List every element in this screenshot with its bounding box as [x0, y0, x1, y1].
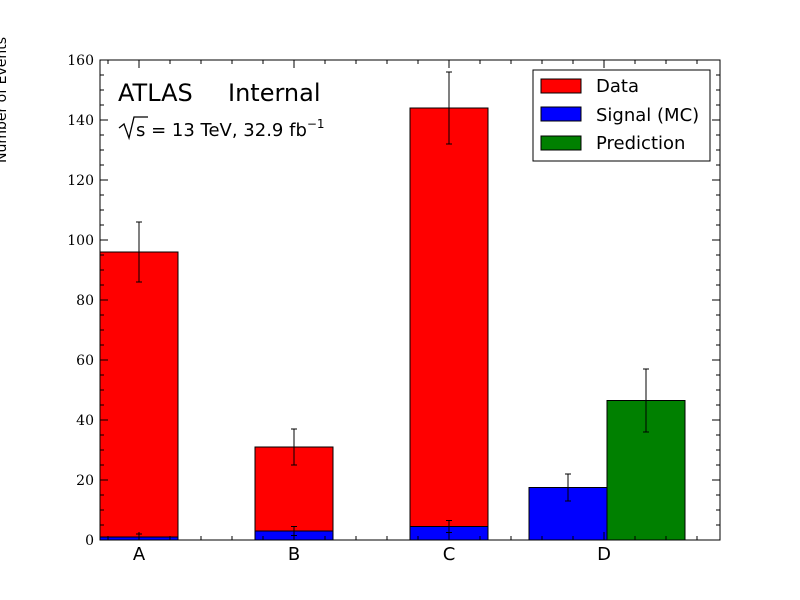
bar-data-A: [99, 251, 179, 541]
energy-text: = 13 TeV, 32.9 fb: [145, 120, 306, 141]
err-data-C: [446, 71, 452, 145]
energy-annotation: s = 13 TeV, 32.9 fb−1: [118, 116, 325, 141]
legend-label-signal: Signal (MC): [596, 105, 699, 126]
experiment-label: ATLAS: [118, 79, 193, 107]
err-signal-D: [565, 473, 571, 502]
bar-data-B: [254, 446, 334, 541]
category-label-C: C: [443, 544, 456, 565]
x-axis-ticks: A B C D: [107, 60, 698, 565]
legend: Data Signal (MC) Prediction: [532, 69, 711, 162]
ytick-label: 40: [76, 413, 94, 429]
status-label: Internal: [228, 79, 321, 107]
legend-swatch-data: [540, 78, 582, 94]
ytick-label: 100: [67, 233, 94, 249]
legend-swatch-signal: [540, 106, 582, 122]
ytick-label: 0: [85, 533, 94, 549]
ytick-label: 20: [76, 473, 94, 489]
sqrt-symbol: [118, 116, 148, 141]
energy-prefix: s: [136, 120, 145, 141]
err-prediction-D: [643, 368, 649, 433]
bar-data-C: [409, 107, 489, 541]
bars-layer: [99, 107, 686, 541]
legend-swatch-prediction: [540, 135, 582, 151]
category-label-A: A: [133, 544, 146, 565]
ytick-label: 120: [67, 173, 94, 189]
svg-text:s = 13 TeV, 32.9 fb−1: s = 13 TeV, 32.9 fb−1: [136, 117, 325, 141]
ytick-label: 160: [67, 53, 94, 69]
ytick-label: 140: [67, 113, 94, 129]
energy-exponent: −1: [307, 117, 325, 131]
ytick-label: 80: [76, 293, 94, 309]
category-label-B: B: [288, 544, 300, 565]
legend-label-data: Data: [596, 76, 639, 97]
category-label-D: D: [597, 544, 611, 565]
err-data-A: [136, 221, 142, 283]
ytick-label: 60: [76, 353, 94, 369]
legend-label-prediction: Prediction: [596, 133, 685, 154]
y-axis-label: Number of Events: [0, 37, 10, 163]
err-data-B: [291, 428, 297, 466]
y-axis-ticks: 0 20 40 60 80 100 120 140 160: [67, 53, 720, 549]
